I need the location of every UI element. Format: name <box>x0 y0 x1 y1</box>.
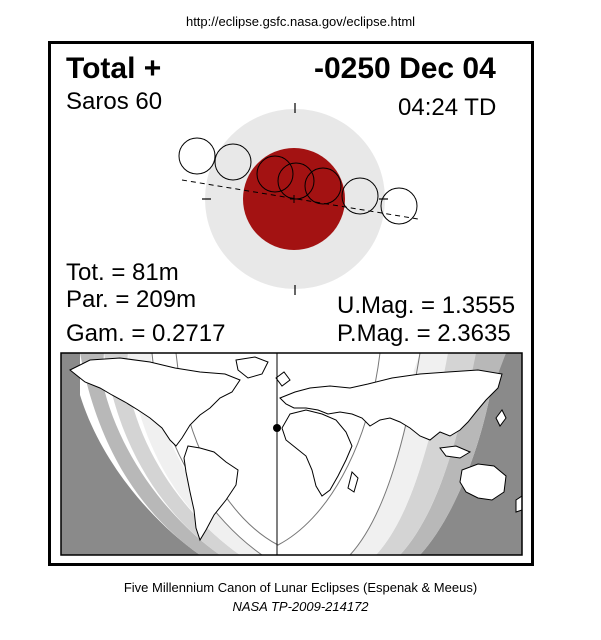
moon-position <box>304 167 342 205</box>
eclipse-date: -0250 Dec 04 <box>314 52 496 85</box>
moon-position <box>256 155 294 193</box>
total-duration: Tot. = 81m <box>66 259 179 286</box>
source-url[interactable]: http://eclipse.gsfc.nasa.gov/eclipse.htm… <box>185 14 416 29</box>
new-zealand <box>515 495 522 513</box>
umbral-magnitude: U.Mag. = 1.3555 <box>337 292 516 319</box>
canon-credit: Five Millennium Canon of Lunar Eclipses … <box>123 580 478 595</box>
japan <box>495 409 507 427</box>
eurasia <box>279 369 503 441</box>
publication-credit: NASA TP-2009-214172 <box>232 599 369 614</box>
australia <box>459 463 507 501</box>
moon-position <box>380 187 418 225</box>
indonesia <box>439 445 472 459</box>
penumbral-magnitude: P.Mag. = 2.3635 <box>337 320 511 347</box>
gamma-value: Gam. = 0.2717 <box>66 320 226 347</box>
eclipse-type: Total + <box>66 52 162 85</box>
partial-duration: Par. = 209m <box>66 286 197 313</box>
africa <box>281 409 353 497</box>
british-isles <box>275 371 291 387</box>
north-america <box>69 357 241 447</box>
greenland <box>235 356 269 379</box>
moon-path-line <box>181 179 419 220</box>
moon-position <box>178 137 216 175</box>
night-region-east <box>420 353 522 555</box>
saros-number: Saros 60 <box>66 88 163 115</box>
moon-position <box>214 143 252 181</box>
greatest-eclipse-point <box>273 424 281 432</box>
greatest-eclipse-time: 04:24 TD <box>398 94 497 121</box>
night-region-west <box>61 353 200 555</box>
eclipse-panel <box>48 41 534 566</box>
map-border <box>60 352 523 556</box>
moon-position <box>341 177 379 215</box>
south-america <box>183 445 239 542</box>
madagascar <box>347 471 359 493</box>
